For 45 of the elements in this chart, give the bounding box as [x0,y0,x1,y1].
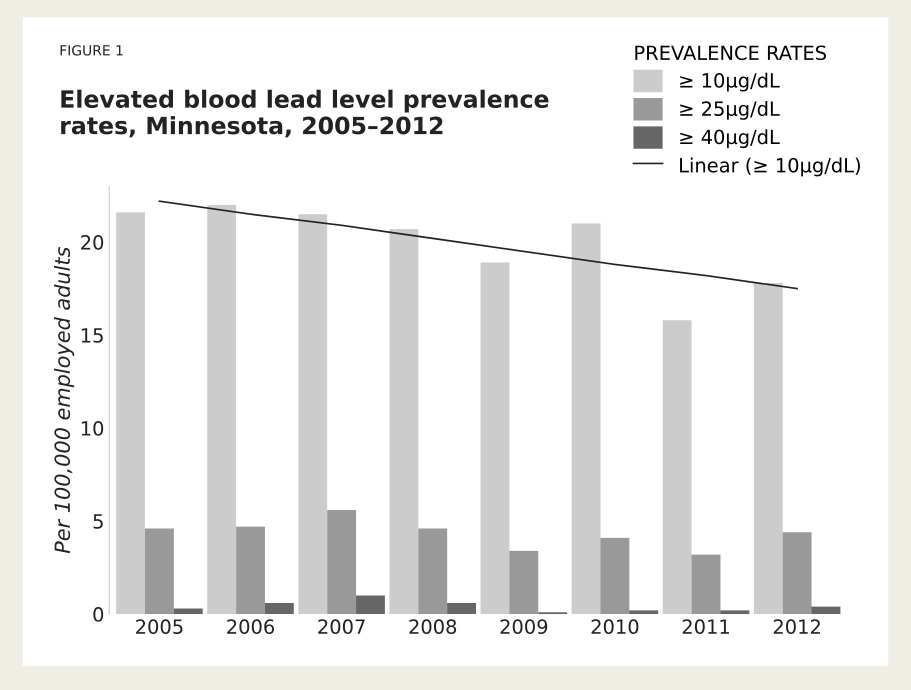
x-tick-label: 2011 [682,619,729,634]
bar [207,204,236,614]
x-tick-label: 2006 [227,619,274,634]
chart-title: Elevated blood lead level prevalence rates, Minnesota, 2005–2012 [61,90,548,138]
bar [480,262,510,614]
bar [629,610,658,614]
bar [509,550,538,614]
bar [174,608,203,614]
legend-title: PREVALENCE RATES [635,45,826,60]
y-tick-label: 5 [94,514,103,529]
caption: FIGURE 1 [60,45,123,56]
legend-label: ≥ 25µg/dL [680,100,780,120]
bar [356,596,385,614]
bar [236,526,265,614]
bar [116,212,145,614]
bar [754,283,783,614]
x-tick-label: 2008 [409,619,456,634]
x-tick-label: 2009 [500,619,548,634]
bar [145,528,174,614]
y-axis-title: Per 100,000 employed adults [54,247,74,554]
bar [327,510,356,614]
bar [692,554,720,614]
bar [389,229,418,614]
legend-label: ≥ 40µg/dL [680,129,780,148]
legend-label: Linear (≥ 10µg/dL) [680,158,860,176]
bar [720,610,750,614]
bar [782,532,812,614]
x-tick-label: 2012 [774,619,820,634]
x-tick-label: 2007 [318,619,365,634]
bar [662,320,692,614]
bar [298,214,328,614]
bar [572,224,600,614]
line-series [158,200,798,290]
y-tick-label: 15 [82,328,103,343]
legend-label: ≥ 10µg/dL [680,72,780,92]
bar [812,606,840,614]
y-tick-label: 10 [82,421,104,436]
x-tick-label: 2010 [592,619,638,634]
y-tick-label: 0 [93,607,104,622]
bar [447,602,476,614]
bar [264,602,294,614]
x-tick-label: 2005 [136,619,182,634]
y-tick-label: 20 [81,235,104,250]
bar [600,538,630,614]
bar [418,528,448,614]
